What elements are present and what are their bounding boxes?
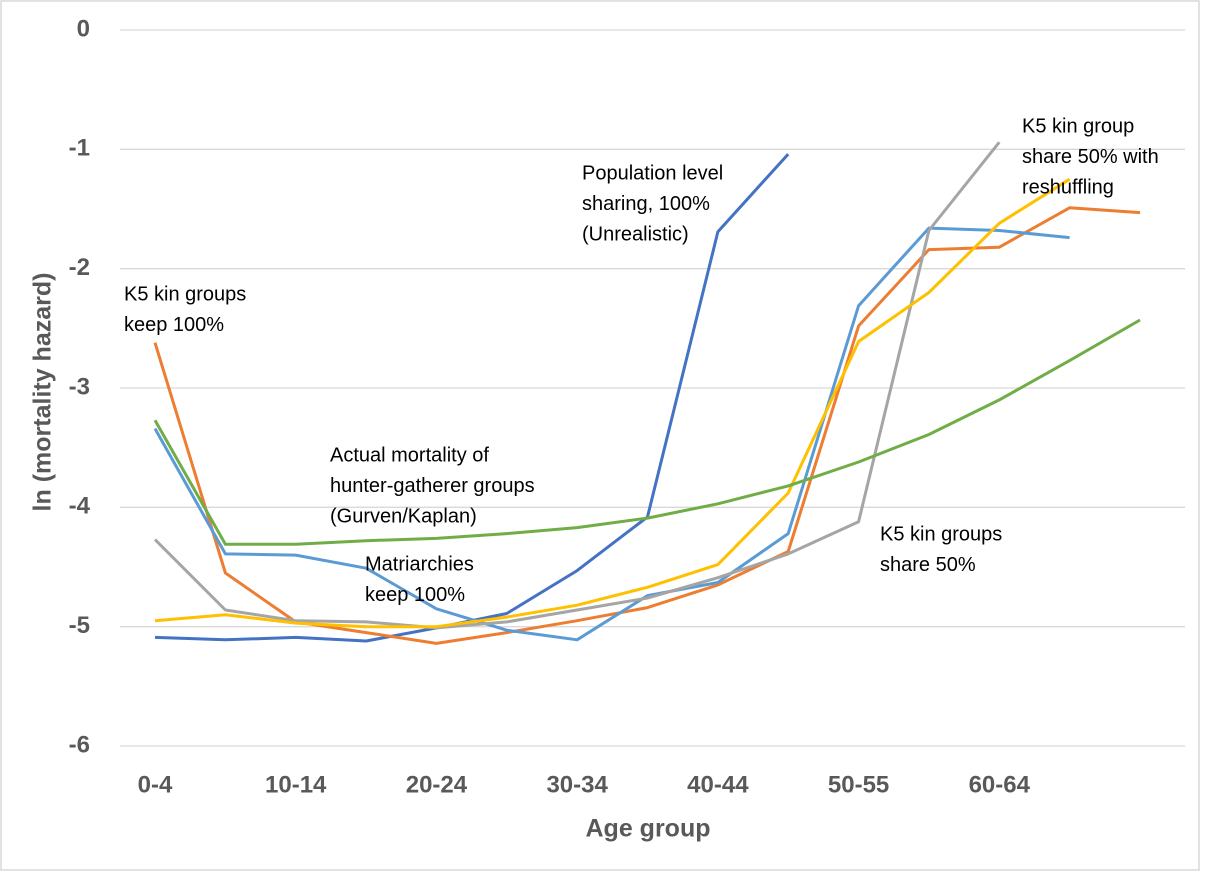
series-line (154, 177, 1071, 629)
annotation: Matriarchies (365, 553, 474, 575)
y-tick-label: -6 (69, 731, 90, 758)
annotation: K5 kin groups (124, 283, 246, 305)
y-axis-title: ln (mortality hazard) (29, 273, 57, 512)
annotation: K5 kin group (1022, 115, 1134, 137)
annotation: share 50% (880, 554, 976, 576)
y-tick-label: -3 (69, 373, 90, 400)
y-tick-label: -4 (69, 493, 91, 520)
x-tick-label: 30-34 (546, 771, 608, 798)
y-tick-label: -5 (69, 612, 90, 639)
y-tick-label: -1 (69, 135, 90, 162)
x-tick-label: 10-14 (265, 771, 327, 798)
annotation: share 50% with (1022, 146, 1159, 168)
annotation: K5 kin groups (880, 523, 1002, 545)
x-tick-label: 40-44 (687, 771, 749, 798)
x-tick-label: 60-64 (969, 771, 1031, 798)
series-line (153, 226, 1070, 642)
x-tick-label: 50-55 (828, 771, 889, 798)
series-line (153, 141, 1001, 630)
x-axis-title: Age group (586, 815, 711, 843)
x-tick-label: 20-24 (406, 771, 468, 798)
annotation: Actual mortality of (330, 444, 489, 466)
annotation: hunter-gatherer groups (330, 475, 535, 497)
y-tick-label: -2 (69, 254, 90, 281)
annotation: keep 100% (365, 584, 465, 606)
annotation: (Gurven/Kaplan) (330, 505, 477, 527)
annotation: keep 100% (124, 314, 224, 336)
annotation: sharing, 100% (582, 193, 710, 215)
x-tick-label: 0-4 (138, 771, 173, 798)
annotation: reshuffling (1022, 176, 1114, 198)
series-line (153, 318, 1141, 546)
annotation: (Unrealistic) (582, 223, 689, 245)
y-tick-label: 0 (77, 15, 90, 42)
annotation: Population level (582, 162, 723, 184)
